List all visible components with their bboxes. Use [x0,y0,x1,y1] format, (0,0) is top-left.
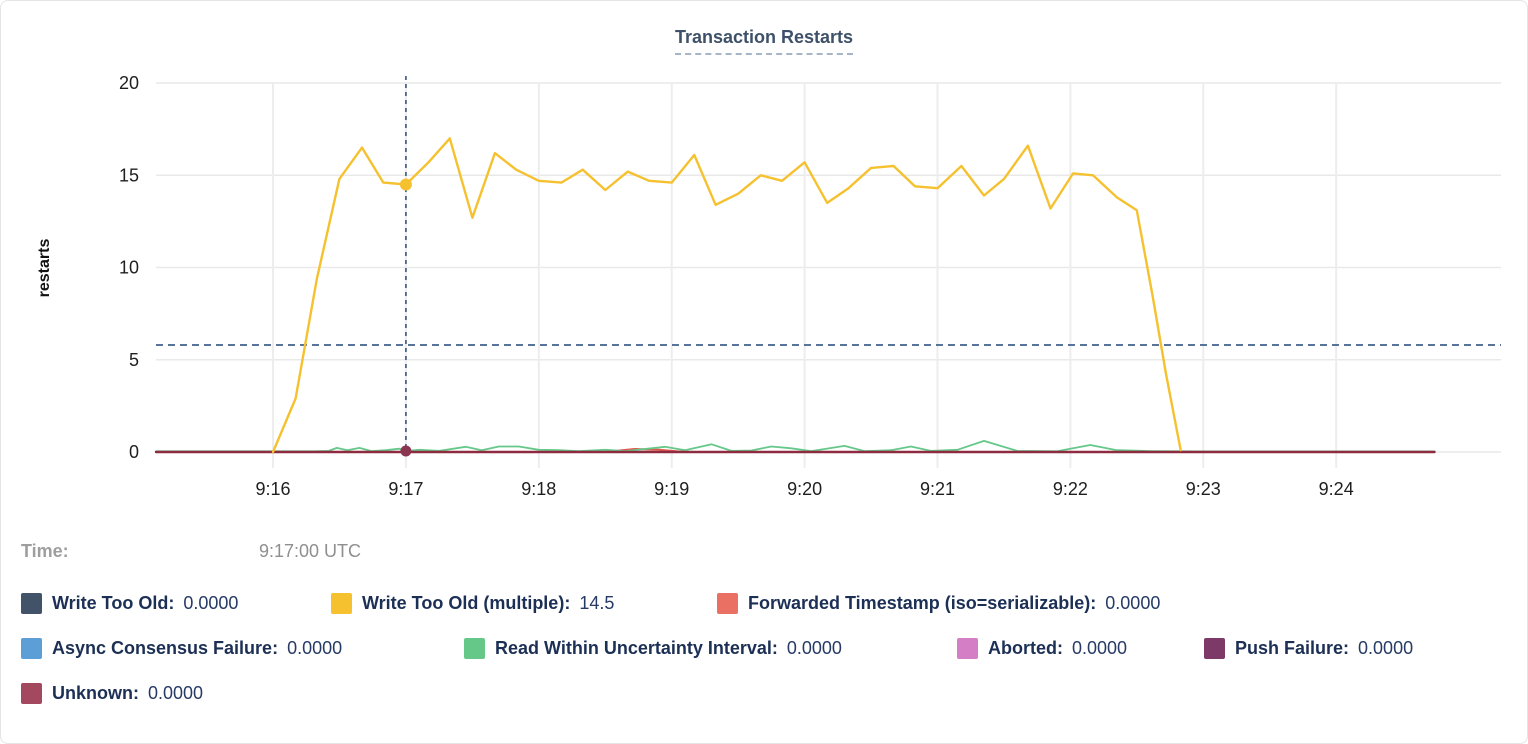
legend-swatch-aborted [957,637,978,659]
svg-text:20: 20 [119,73,139,93]
legend-item-write-too-old: Write Too Old: 0.0000 [21,592,331,614]
y-axis-label: restarts [36,239,53,298]
legend-swatch-write-too-old-multiple [331,592,352,614]
legend-value: 0.0000 [183,592,239,613]
hover-time-label: Time: [21,541,69,561]
legend-item-aborted: Aborted: 0.0000 [957,637,1204,659]
legend-swatch-async-consensus-failure [21,637,42,659]
y-axis-tick-labels: 0 5 10 15 20 [119,73,139,462]
legend-swatch-push-failure [1204,637,1225,659]
svg-text:9:21: 9:21 [920,479,955,499]
legend-value: 0.0000 [1072,637,1128,658]
gridlines [156,82,1501,468]
legend-item-push-failure: Push Failure: 0.0000 [1204,637,1414,659]
legend-swatch-write-too-old [21,592,42,614]
svg-text:5: 5 [129,350,139,370]
legend-swatch-unknown [21,682,42,704]
hover-dot-write-too-old-multiple [399,178,412,191]
legend-value: 14.5 [579,592,615,613]
transaction-restarts-chart[interactable]: 0 5 10 15 20 9:16 9:17 9:18 9:19 9:20 9:21 9:22 9:23… [1,1,1527,516]
legend-label: Forwarded Timestamp (iso=serializable): [748,592,1097,613]
legend-label: Async Consensus Failure: [52,637,279,658]
x-axis-tick-labels: 9:16 9:17 9:18 9:19 9:20 9:21 9:22 9:23 9:24 [255,479,1353,499]
legend-row: Write Too Old: 0.0000 Write Too Old (multi… [21,590,1160,616]
hover-time-value: 9:17:00 UTC [259,541,362,561]
legend-row: Unknown: 0.0000 [21,680,203,706]
hover-dot-zero-series [400,445,412,457]
series-line-write-too-old-multiple- [271,137,1182,454]
legend-item-async-consensus-failure: Async Consensus Failure: 0.0000 [21,637,464,659]
legend-label: Write Too Old: [52,592,175,613]
legend-value: 0.0000 [287,637,343,658]
legend-label: Unknown: [52,682,139,703]
svg-text:9:17: 9:17 [388,479,423,499]
legend-value: 0.0000 [148,682,204,703]
legend-label: Write Too Old (multiple): [362,592,571,613]
svg-text:9:24: 9:24 [1319,479,1354,499]
legend-label: Read Within Uncertainty Interval: [495,637,778,658]
series-line-read-within-uncertainty-interval [155,439,1436,453]
svg-text:9:20: 9:20 [787,479,822,499]
svg-text:10: 10 [119,258,139,278]
svg-text:9:18: 9:18 [521,479,556,499]
svg-text:9:19: 9:19 [654,479,689,499]
svg-text:9:16: 9:16 [255,479,290,499]
legend-item-forwarded-timestamp: Forwarded Timestamp (iso=serializable): 0… [717,592,1161,614]
svg-text:0: 0 [129,442,139,462]
legend-label: Aborted: [988,637,1063,658]
legend-value: 0.0000 [786,637,842,658]
legend-value: 0.0000 [1358,637,1414,658]
svg-text:9:22: 9:22 [1053,479,1088,499]
hover-time-row: Time: 9:17:00 UTC [21,541,361,562]
chart-title[interactable]: Transaction Restarts [674,27,854,55]
series-lines [154,137,1436,454]
legend-swatch-read-within-uncertainty-interval [464,637,485,659]
svg-text:9:23: 9:23 [1186,479,1221,499]
legend-item-unknown: Unknown: 0.0000 [21,682,204,704]
chart-title-wrap: Transaction Restarts [1,27,1527,55]
legend-value: 0.0000 [1105,592,1161,613]
legend-row: Async Consensus Failure: 0.0000 Read Withi… [21,635,1413,661]
legend-item-read-within-uncertainty-interval: Read Within Uncertainty Interval: 0.0000 [464,637,957,659]
legend-item-write-too-old-multiple: Write Too Old (multiple): 14.5 [331,592,717,614]
legend-label: Push Failure: [1235,637,1350,658]
svg-text:15: 15 [119,165,139,185]
legend-swatch-forwarded-timestamp [717,592,738,614]
